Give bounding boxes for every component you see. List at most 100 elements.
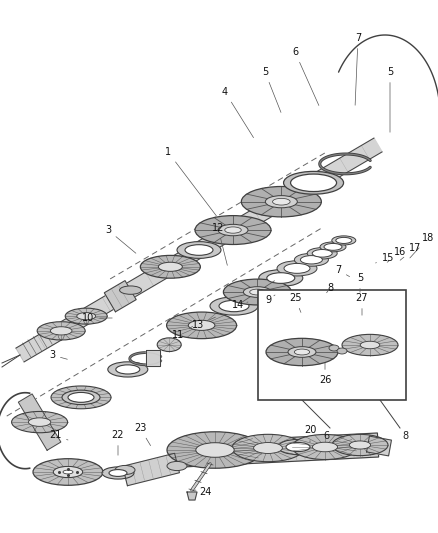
Ellipse shape [290,174,336,191]
Text: 25: 25 [289,293,301,312]
Ellipse shape [195,216,271,245]
Ellipse shape [320,242,346,252]
Ellipse shape [196,443,234,457]
Ellipse shape [28,418,51,426]
Ellipse shape [294,253,328,266]
Ellipse shape [241,187,321,217]
Ellipse shape [277,261,317,276]
Ellipse shape [286,442,310,451]
Ellipse shape [53,466,83,478]
Ellipse shape [272,198,290,205]
Text: 7: 7 [355,33,361,105]
Text: 5: 5 [357,273,363,292]
Text: 7: 7 [335,265,350,277]
Polygon shape [16,138,382,362]
Text: 8: 8 [402,431,408,441]
Text: 14: 14 [232,300,248,310]
Ellipse shape [63,470,73,474]
Ellipse shape [294,349,310,355]
Ellipse shape [259,270,303,286]
Polygon shape [18,394,61,450]
Ellipse shape [166,312,237,338]
Ellipse shape [244,287,272,297]
Ellipse shape [342,334,398,356]
Polygon shape [104,281,136,312]
Ellipse shape [51,386,111,409]
Ellipse shape [50,327,72,335]
Text: 1: 1 [165,147,216,216]
Bar [258,290,406,400]
Ellipse shape [332,236,356,245]
Ellipse shape [283,172,343,194]
Text: 20: 20 [304,425,316,442]
Ellipse shape [159,262,182,271]
Ellipse shape [11,411,67,433]
Text: 6: 6 [292,47,319,106]
Ellipse shape [267,273,295,284]
Polygon shape [123,453,180,486]
Ellipse shape [167,432,263,468]
Ellipse shape [350,441,371,449]
Polygon shape [367,436,392,456]
Ellipse shape [324,244,342,251]
Ellipse shape [288,346,316,357]
Ellipse shape [69,393,93,402]
Ellipse shape [188,320,215,330]
Ellipse shape [225,227,241,233]
Text: 4: 4 [222,87,254,138]
Text: 26: 26 [319,363,331,385]
Ellipse shape [254,442,283,454]
Ellipse shape [266,338,338,366]
Text: 22: 22 [112,430,124,455]
Ellipse shape [284,263,310,273]
Ellipse shape [278,439,318,455]
Text: 24: 24 [195,487,211,497]
Ellipse shape [77,312,95,320]
Ellipse shape [250,289,265,295]
Text: 12: 12 [212,223,227,265]
Ellipse shape [292,434,358,459]
Text: 15: 15 [375,253,394,263]
Ellipse shape [210,297,258,315]
Text: 13: 13 [192,317,215,330]
Ellipse shape [232,434,304,462]
Ellipse shape [223,279,291,305]
Ellipse shape [37,322,85,340]
Text: 11: 11 [172,326,193,340]
Text: 9: 9 [265,295,275,305]
Text: 18: 18 [410,233,434,258]
Ellipse shape [157,338,181,352]
Ellipse shape [312,442,338,452]
Ellipse shape [140,255,200,278]
Text: 27: 27 [356,293,368,315]
Ellipse shape [108,362,148,377]
Polygon shape [181,433,378,467]
Ellipse shape [329,345,339,351]
Ellipse shape [167,462,187,471]
Ellipse shape [337,348,347,354]
Text: 10: 10 [82,313,112,323]
Ellipse shape [185,245,213,255]
Ellipse shape [65,308,107,324]
Ellipse shape [33,459,103,486]
Ellipse shape [360,341,380,349]
Ellipse shape [332,434,388,456]
Text: 23: 23 [134,423,151,446]
Text: 17: 17 [400,243,421,260]
Text: 16: 16 [387,247,406,262]
Text: 3: 3 [105,225,136,253]
Text: 21: 21 [49,430,68,440]
Ellipse shape [219,300,249,312]
Text: 8: 8 [327,283,333,293]
Ellipse shape [265,196,297,208]
Ellipse shape [68,392,94,402]
Ellipse shape [62,390,100,405]
Ellipse shape [102,467,134,479]
Polygon shape [146,350,160,366]
Ellipse shape [312,249,332,257]
Text: 3: 3 [49,350,67,360]
Polygon shape [187,492,197,500]
Ellipse shape [336,237,352,244]
Ellipse shape [54,467,82,478]
Text: 5: 5 [262,67,281,112]
